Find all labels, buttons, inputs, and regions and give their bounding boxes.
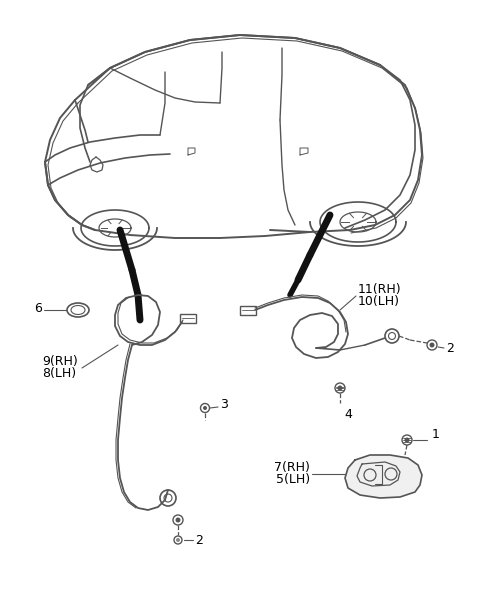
Circle shape xyxy=(203,406,207,410)
Polygon shape xyxy=(345,455,422,498)
Text: 4: 4 xyxy=(344,408,352,421)
Text: 11(RH): 11(RH) xyxy=(358,283,402,296)
Text: 3: 3 xyxy=(220,399,228,412)
Text: 10(LH): 10(LH) xyxy=(358,295,400,308)
Circle shape xyxy=(176,517,180,523)
Text: 2: 2 xyxy=(195,533,203,546)
Circle shape xyxy=(430,343,434,347)
Circle shape xyxy=(337,386,343,390)
Circle shape xyxy=(176,538,180,542)
Text: 8(LH): 8(LH) xyxy=(42,368,76,381)
Bar xyxy=(240,305,256,314)
Text: 7(RH): 7(RH) xyxy=(274,462,310,475)
Text: 9(RH): 9(RH) xyxy=(42,355,78,368)
Text: 1: 1 xyxy=(432,428,440,441)
Text: 2: 2 xyxy=(446,342,454,355)
Text: 5(LH): 5(LH) xyxy=(276,473,310,486)
Text: 6: 6 xyxy=(34,302,42,314)
Bar xyxy=(180,314,196,323)
Circle shape xyxy=(405,438,409,443)
